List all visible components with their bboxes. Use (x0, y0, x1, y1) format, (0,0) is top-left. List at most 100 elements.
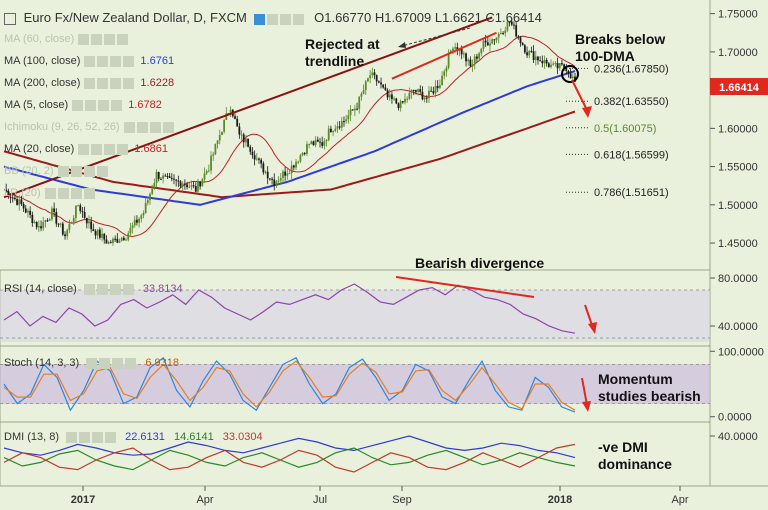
add-icon[interactable] (92, 431, 104, 443)
dmi-buttons[interactable] (66, 431, 118, 443)
indicator-label[interactable]: MA (100, close) (4, 55, 81, 67)
add-icon[interactable] (104, 33, 116, 45)
indicator-label[interactable]: LR (20) (4, 187, 41, 199)
settings-icon[interactable] (85, 99, 97, 111)
close-icon[interactable] (96, 165, 108, 177)
indicator-label[interactable]: Ichimoku (9, 26, 52, 26) (4, 121, 120, 133)
eye-icon[interactable] (44, 187, 56, 199)
price-axis[interactable]: 1.750001.700001.650001.600001.550001.500… (710, 9, 758, 250)
symbol-label[interactable]: Euro Fx/New Zealand Dollar, D, FXCM (23, 10, 247, 25)
indicator-label[interactable]: MA (200, close) (4, 77, 81, 89)
settings-icon[interactable] (91, 143, 103, 155)
time-axis[interactable]: 2017 Apr Jul Sep 2018 Apr (71, 486, 689, 506)
indicator-buttons[interactable] (78, 33, 130, 45)
close-icon[interactable] (111, 99, 123, 111)
eye-icon[interactable] (84, 77, 96, 89)
indicator-buttons[interactable] (72, 99, 124, 111)
indicator-label[interactable]: BB (20, 2) (4, 165, 54, 177)
indicator-row[interactable]: BB (20, 2) (4, 165, 114, 177)
settings-icon[interactable] (97, 77, 109, 89)
add-icon[interactable] (109, 283, 121, 295)
rsi-arrow-head (588, 322, 597, 334)
close-icon[interactable] (105, 431, 117, 443)
collapse-icon[interactable] (4, 12, 16, 25)
indicator-row[interactable]: Ichimoku (9, 26, 52, 26) (4, 121, 180, 133)
add-icon[interactable] (83, 165, 95, 177)
indicator-buttons[interactable] (123, 121, 176, 133)
add-icon[interactable] (110, 77, 122, 89)
settings-icon[interactable] (79, 431, 91, 443)
close-icon[interactable] (117, 33, 129, 45)
candle-body (120, 237, 123, 241)
eye-icon[interactable] (66, 431, 78, 443)
indicator-buttons[interactable] (78, 143, 130, 155)
add-icon[interactable] (70, 187, 82, 199)
add-icon[interactable] (280, 14, 292, 26)
rsi-title-label[interactable]: RSI (14, close) (4, 283, 77, 295)
close-icon[interactable] (123, 77, 135, 89)
indicator-row[interactable]: MA (20, close) 1.6861 (4, 143, 168, 155)
close-icon[interactable] (122, 283, 134, 295)
add-icon[interactable] (110, 55, 122, 67)
candle-body (297, 161, 300, 163)
candle-body (203, 173, 206, 180)
eye-icon[interactable] (72, 99, 84, 111)
eye-icon[interactable] (83, 283, 95, 295)
dmi-title-label[interactable]: DMI (13, 8) (4, 431, 60, 443)
indicator-buttons[interactable] (44, 187, 97, 199)
eye-icon[interactable] (78, 143, 90, 155)
settings-icon[interactable] (97, 55, 109, 67)
candle-body (268, 178, 271, 180)
indicator-label[interactable]: MA (60, close) (4, 33, 75, 45)
candle-body (447, 52, 450, 68)
candle-body (7, 190, 10, 197)
add-icon[interactable] (104, 143, 116, 155)
close-icon[interactable] (117, 143, 129, 155)
settings-icon[interactable] (96, 283, 108, 295)
eye-icon[interactable] (86, 357, 98, 369)
stoch-lines (0, 356, 710, 413)
eye-icon[interactable] (78, 33, 90, 45)
annotation-breaks: Breaks below 100-DMA (575, 31, 665, 64)
divergence-line (395, 276, 535, 298)
candle-body (40, 226, 42, 229)
header-buttons[interactable] (254, 11, 306, 26)
add-icon[interactable] (149, 121, 161, 133)
candle-body (190, 185, 193, 187)
settings-icon[interactable] (70, 165, 82, 177)
indicator-row[interactable]: MA (60, close) (4, 33, 134, 45)
eye-icon[interactable] (123, 121, 135, 133)
settings-icon[interactable] (99, 357, 111, 369)
add-icon[interactable] (98, 99, 110, 111)
eye-icon[interactable] (57, 165, 69, 177)
close-icon[interactable] (293, 14, 305, 26)
eye-icon[interactable] (254, 14, 266, 26)
indicator-buttons[interactable] (57, 165, 110, 177)
rsi-buttons[interactable] (83, 283, 136, 295)
stoch-title-label[interactable]: Stoch (14, 3, 3) (4, 357, 80, 369)
candle-body (441, 75, 443, 86)
close-icon[interactable] (123, 55, 135, 67)
close-icon[interactable] (83, 187, 95, 199)
close-icon[interactable] (125, 357, 137, 369)
indicator-row[interactable]: MA (5, close) 1.6782 (4, 99, 162, 111)
candle-body (288, 173, 291, 175)
stoch-buttons[interactable] (86, 357, 138, 369)
settings-icon[interactable] (267, 14, 279, 26)
indicator-label[interactable]: MA (5, close) (4, 99, 69, 111)
indicator-buttons[interactable] (84, 55, 136, 67)
settings-icon[interactable] (57, 187, 69, 199)
candle-body (321, 142, 324, 146)
candle-body (175, 179, 178, 181)
candle-body (547, 63, 550, 68)
indicator-label[interactable]: MA (20, close) (4, 143, 75, 155)
indicator-buttons[interactable] (84, 77, 136, 89)
close-icon[interactable] (162, 121, 174, 133)
add-icon[interactable] (112, 357, 124, 369)
indicator-row[interactable]: MA (200, close) 1.6228 (4, 77, 174, 89)
settings-icon[interactable] (91, 33, 103, 45)
indicator-row[interactable]: MA (100, close) 1.6761 (4, 55, 174, 67)
settings-icon[interactable] (136, 121, 148, 133)
eye-icon[interactable] (84, 55, 96, 67)
indicator-row[interactable]: LR (20) (4, 187, 101, 199)
